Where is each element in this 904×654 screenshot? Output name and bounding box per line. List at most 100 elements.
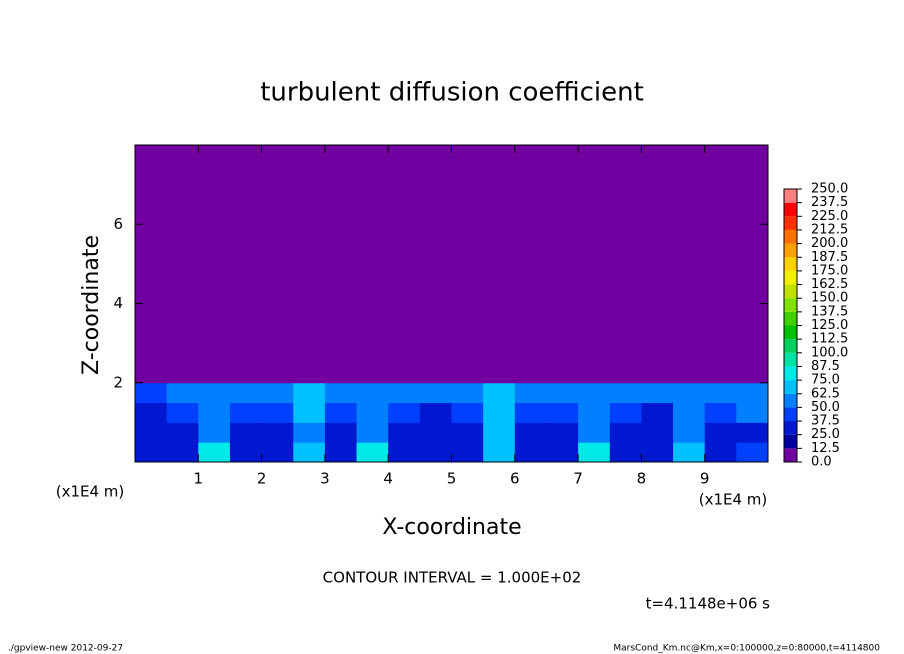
colorbar-label: 62.5 bbox=[811, 386, 840, 401]
field-cell bbox=[546, 422, 579, 443]
field-cell bbox=[388, 442, 421, 463]
colorbar-label: 25.0 bbox=[811, 427, 840, 442]
colorbar-label: 50.0 bbox=[811, 400, 840, 415]
field-cell bbox=[293, 382, 326, 404]
x-tick-label: 7 bbox=[573, 470, 583, 488]
x-tick-label: 9 bbox=[700, 470, 710, 488]
field-cell bbox=[261, 402, 294, 423]
field-cell bbox=[324, 402, 358, 423]
field-cell bbox=[166, 382, 199, 404]
x-tick-label: 2 bbox=[257, 470, 267, 488]
colorbar-label: 100.0 bbox=[811, 345, 848, 360]
colorbar-label: 37.5 bbox=[811, 414, 840, 429]
colorbar-band bbox=[784, 393, 797, 408]
field-cell bbox=[324, 442, 358, 463]
field-cell bbox=[641, 422, 674, 443]
field-cell bbox=[609, 422, 642, 443]
colorbar-band bbox=[784, 407, 797, 422]
colorbar-label: 237.5 bbox=[811, 195, 848, 210]
field-cell bbox=[578, 442, 611, 463]
field-cell bbox=[704, 442, 737, 463]
field-cell bbox=[578, 145, 611, 384]
colorbar-label: 112.5 bbox=[811, 332, 848, 347]
field-cell bbox=[514, 382, 547, 404]
field-cell bbox=[641, 382, 674, 404]
y-tick-label: 6 bbox=[113, 215, 123, 233]
field-cell bbox=[261, 382, 294, 404]
x-tick-label: 4 bbox=[383, 470, 393, 488]
colorbar-band bbox=[784, 229, 797, 244]
colorbar-band bbox=[784, 421, 797, 435]
field-cell bbox=[704, 145, 737, 384]
footer-left: ./gpview-new 2012-09-27 bbox=[8, 644, 123, 654]
contour-interval: CONTOUR INTERVAL = 1.000E+02 bbox=[323, 569, 582, 587]
x-tick-label: 6 bbox=[510, 470, 520, 488]
y-axis-label: Z-coordinate bbox=[79, 235, 104, 375]
field-cell bbox=[609, 145, 642, 384]
field-cell bbox=[261, 145, 294, 384]
field-cell bbox=[736, 145, 769, 384]
colorbar-label: 175.0 bbox=[811, 263, 848, 278]
field-cell bbox=[609, 442, 642, 463]
field-cell bbox=[641, 145, 674, 384]
field-cell bbox=[198, 442, 231, 463]
colorbar-label: 200.0 bbox=[811, 236, 848, 251]
field-cell bbox=[483, 442, 516, 463]
colorbar-band bbox=[784, 243, 797, 258]
field-cell bbox=[229, 382, 263, 404]
field-cell bbox=[135, 145, 168, 384]
field-cell bbox=[673, 442, 706, 463]
field-cell bbox=[166, 442, 199, 463]
field-cell bbox=[166, 402, 199, 423]
field-cell bbox=[546, 402, 579, 423]
field-cell bbox=[229, 442, 263, 463]
colorbar-label: 225.0 bbox=[811, 209, 848, 224]
field-cell bbox=[704, 382, 737, 404]
chart-title: turbulent diffusion coefficient bbox=[260, 78, 644, 108]
colorbar-label: 12.5 bbox=[811, 441, 840, 456]
colorbar-band bbox=[784, 270, 797, 285]
field-cell bbox=[736, 442, 769, 463]
colorbar-label: 187.5 bbox=[811, 250, 848, 265]
x-tick-label: 5 bbox=[447, 470, 457, 488]
colorbar-label: 250.0 bbox=[811, 182, 848, 197]
colorbar-label: 0.0 bbox=[811, 455, 832, 470]
field-cell bbox=[673, 402, 706, 423]
x-tick-label: 8 bbox=[637, 470, 647, 488]
field-cell bbox=[419, 402, 452, 423]
field-cell bbox=[324, 145, 358, 384]
colorbar-band bbox=[784, 189, 797, 203]
colorbar-band bbox=[784, 434, 797, 449]
field-cell bbox=[704, 422, 737, 443]
field-cell bbox=[135, 402, 168, 423]
field-cell bbox=[229, 422, 263, 443]
field-cell bbox=[135, 382, 168, 404]
field-cell bbox=[229, 402, 263, 423]
field-cell bbox=[451, 145, 484, 384]
y-tick-label: 2 bbox=[113, 373, 123, 391]
colorbar-band bbox=[784, 298, 797, 312]
colorbar-band bbox=[784, 216, 797, 230]
field-cell bbox=[514, 402, 547, 423]
field-cell bbox=[514, 442, 547, 463]
field-cell bbox=[293, 422, 326, 443]
field-cell bbox=[451, 422, 484, 443]
x-unit-left: (x1E4 m) bbox=[56, 483, 125, 501]
colorbar-label: 125.0 bbox=[811, 318, 848, 333]
field-cell bbox=[483, 402, 516, 423]
field-cell bbox=[578, 422, 611, 443]
field-cell bbox=[388, 145, 421, 384]
field-cell bbox=[198, 402, 231, 423]
field-cell bbox=[514, 422, 547, 443]
field-cell bbox=[419, 145, 452, 384]
field-cell bbox=[704, 402, 737, 423]
colorbar-label: 150.0 bbox=[811, 291, 848, 306]
field-cell bbox=[609, 382, 642, 404]
field-cell bbox=[293, 442, 326, 463]
field-cell bbox=[483, 422, 516, 443]
field-cell bbox=[261, 442, 294, 463]
field-cell bbox=[388, 402, 421, 423]
colorbar-label: 212.5 bbox=[811, 222, 848, 237]
field-cell bbox=[546, 145, 579, 384]
